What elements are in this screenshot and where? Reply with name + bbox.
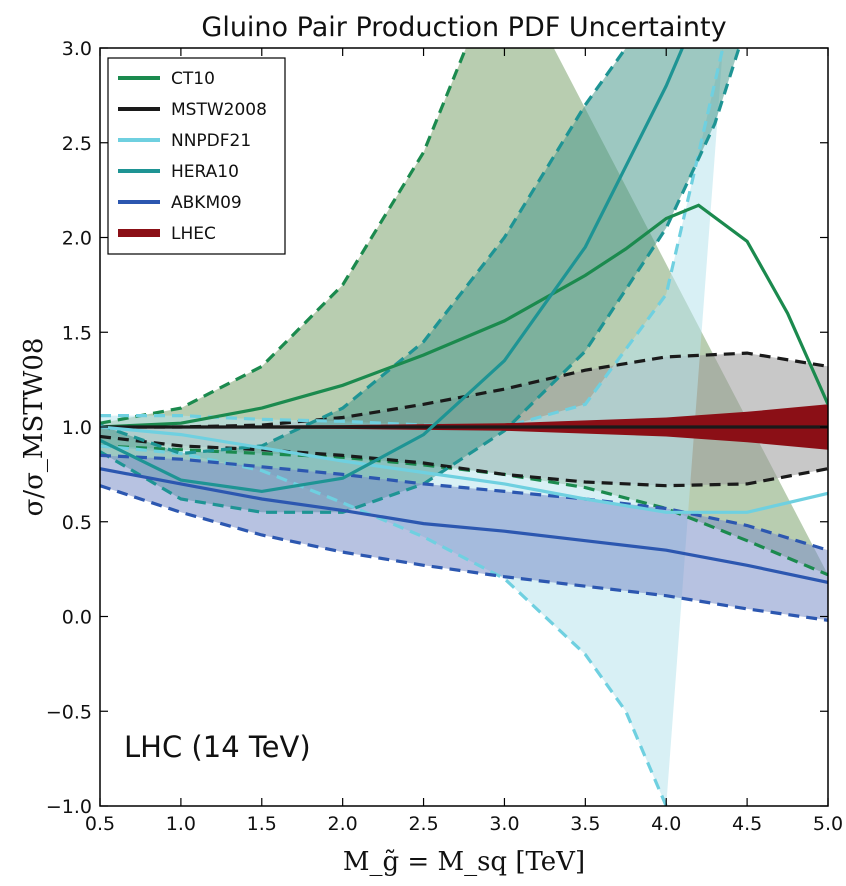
axis-ticks: 0.5 1.0 1.5 2.0 2.5 3.0 3.5 4.0 4.5 5.0 −1.0 −0.5 0.…	[46, 38, 843, 835]
nnpdf21-upper-bound	[100, 48, 725, 429]
y-tick-label: −1.0	[46, 796, 92, 818]
x-tick-label: 0.5	[85, 813, 115, 835]
hera10-upper-bound	[100, 48, 628, 456]
series-lines	[100, 48, 828, 806]
x-tick-label: 3.0	[489, 813, 519, 835]
ct10-central-line	[100, 203, 828, 429]
abkm09-lower-bound	[100, 484, 828, 622]
x-tick-label: 1.0	[166, 813, 196, 835]
x-tick-label: 3.5	[570, 813, 600, 835]
abkm09-upper-bound	[100, 453, 828, 552]
nnpdf21-lower-bound	[100, 444, 668, 806]
legend: CT10 MSTW2008 NNPDF21 HERA10 ABKM09 LHEC	[107, 57, 286, 255]
hera10-lower-bound	[100, 48, 741, 514]
mstw2008-lower-bound	[100, 434, 828, 488]
y-tick-label: 2.5	[62, 133, 92, 155]
legend-box	[107, 57, 286, 255]
x-tick-label: 5.0	[813, 813, 843, 835]
x-tick-label: 4.5	[732, 813, 762, 835]
y-tick-label: 0.0	[62, 607, 92, 629]
legend-label-lhec: LHEC	[171, 224, 216, 244]
energy-annotation: LHC (14 TeV)	[124, 730, 311, 764]
y-tick-label: 0.5	[62, 512, 92, 534]
legend-label-nnpdf21: NNPDF21	[171, 131, 251, 151]
legend-label-ct10: CT10	[171, 69, 215, 89]
legend-label-abkm09: ABKM09	[171, 193, 242, 213]
legend-label-mstw2008: MSTW2008	[171, 100, 267, 120]
legend-label-hera10: HERA10	[171, 162, 239, 182]
y-tick-label: 2.0	[62, 228, 92, 250]
x-axis-label: M_g̃ = M_sq [TeV]	[343, 847, 585, 877]
abkm09-band	[100, 455, 828, 621]
y-tick-label: 1.5	[62, 322, 92, 344]
nnpdf21-central-line	[100, 425, 828, 514]
x-tick-label: 2.5	[408, 813, 438, 835]
y-tick-label: −0.5	[46, 701, 92, 723]
x-tick-label: 4.0	[651, 813, 681, 835]
x-tick-label: 1.5	[247, 813, 277, 835]
chart-title: Gluino Pair Production PDF Uncertainty	[201, 12, 726, 43]
x-tick-label: 2.0	[328, 813, 358, 835]
y-tick-label: 1.0	[62, 417, 92, 439]
y-tick-label: 3.0	[62, 38, 92, 60]
hera10-band	[100, 48, 739, 513]
hera10-central-line	[100, 48, 684, 494]
y-axis-label: σ/σ_MSTW08	[19, 338, 49, 517]
abkm09-central-line	[100, 467, 828, 584]
